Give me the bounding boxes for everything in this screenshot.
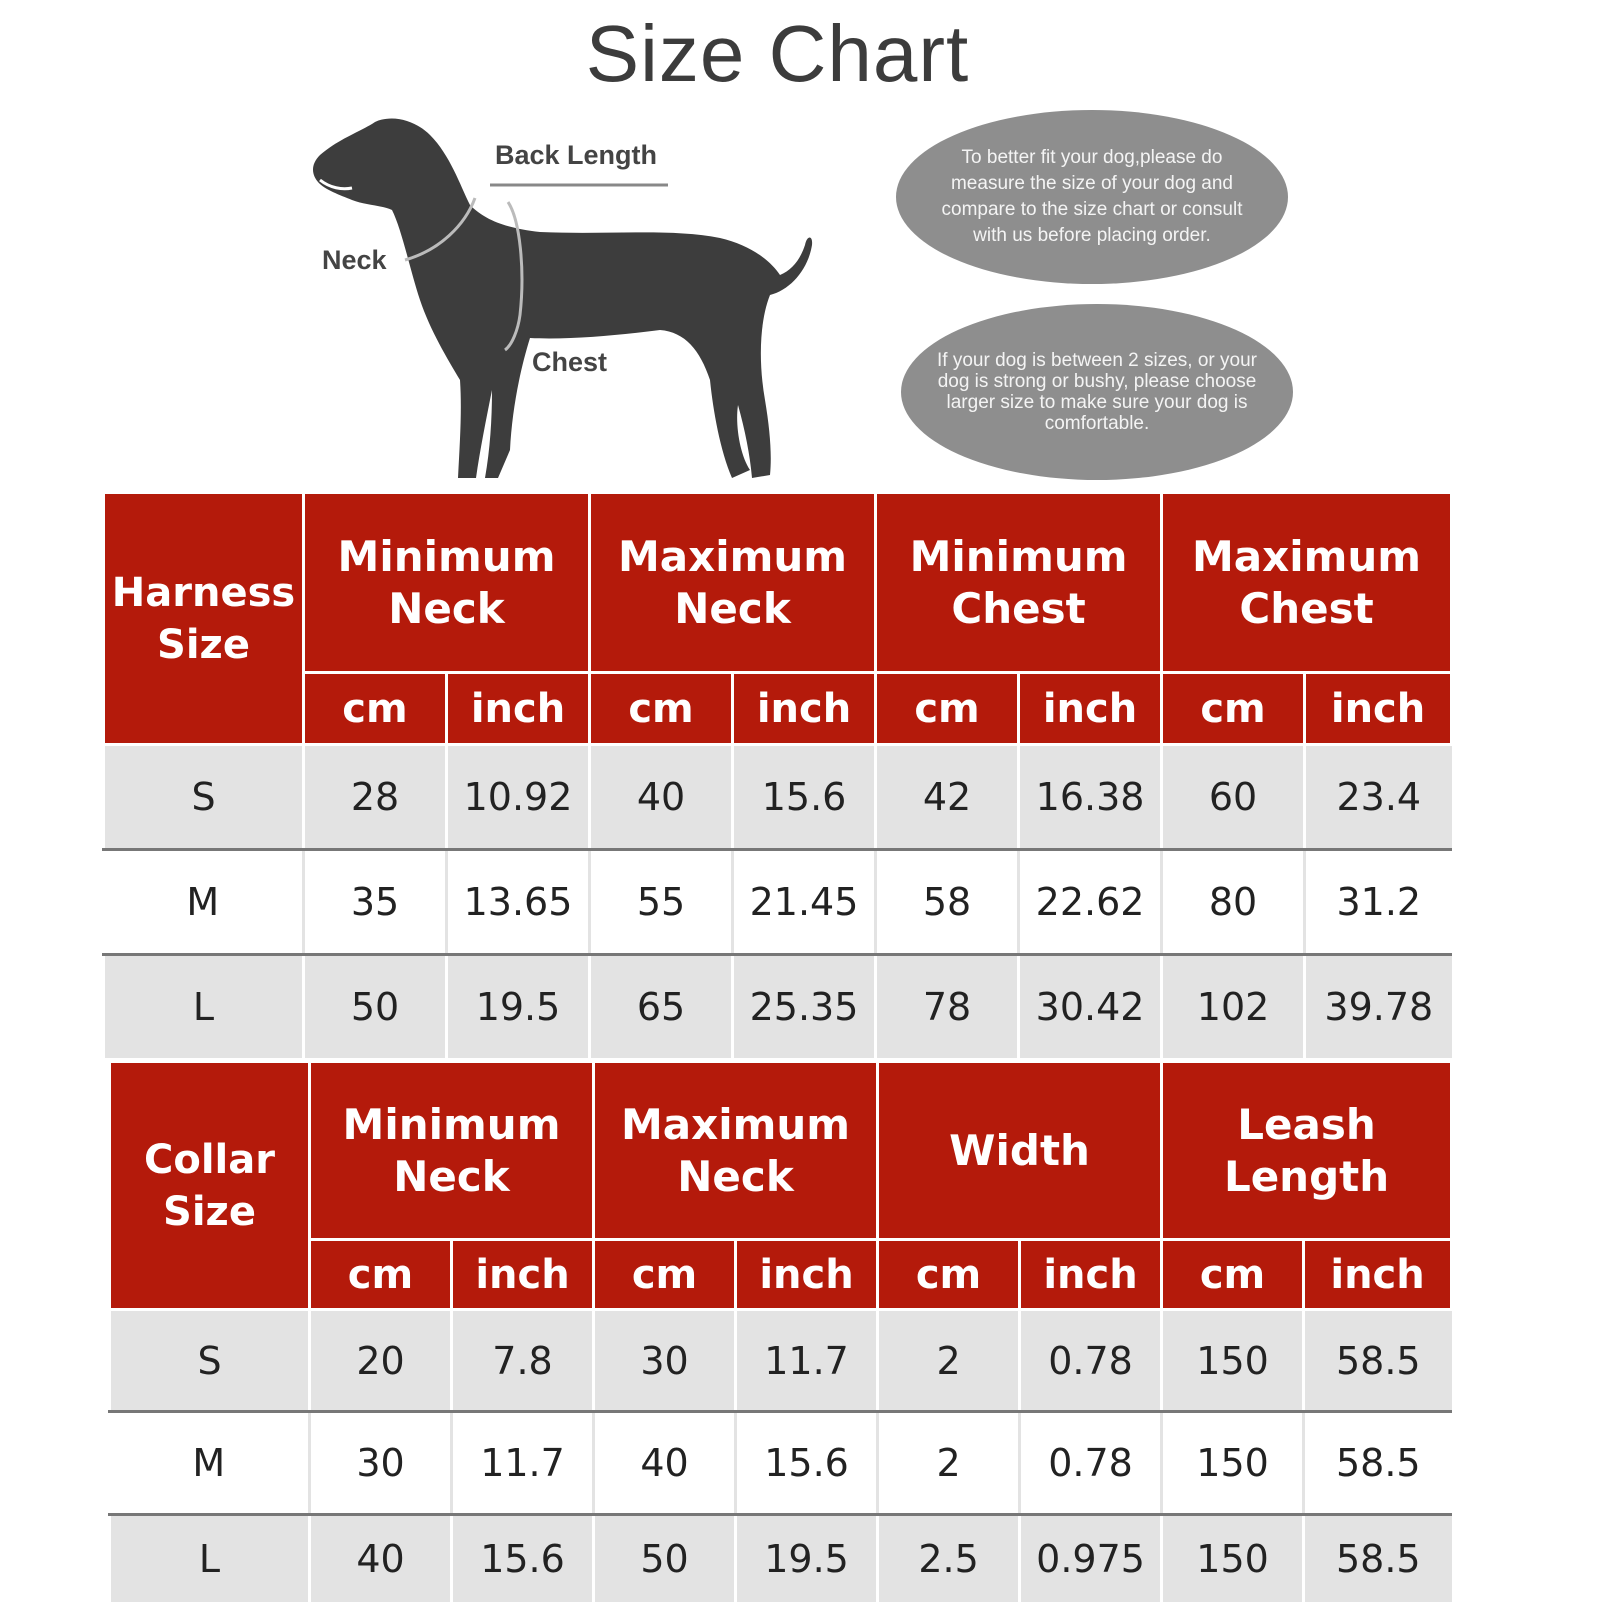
- size-tip-bubble: If your dog is between 2 sizes, or your …: [901, 304, 1293, 480]
- table-row: M 30 11.7 40 15.6 2 0.78 150 58.5: [109, 1411, 1452, 1516]
- value-cell: 58: [874, 849, 1019, 956]
- unit-header: inch: [1017, 671, 1164, 746]
- harness-size-table: Harness Size Minimum Neck Maximum Neck M…: [102, 491, 1454, 1058]
- harness-size-header: Harness Size: [102, 491, 305, 746]
- group-header: Maximum Neck: [588, 491, 878, 674]
- value-cell: 28: [302, 744, 447, 851]
- value-cell: 50: [302, 954, 447, 1058]
- fit-tip-bubble: To better fit your dog,please do measure…: [896, 110, 1288, 284]
- value-cell: 16.38: [1017, 744, 1162, 851]
- value-cell: 22.62: [1017, 849, 1162, 956]
- page-title: Size Chart: [585, 9, 970, 98]
- size-cell: L: [108, 1514, 310, 1602]
- table-row: S 20 7.8 30 11.7 2 0.78 150 58.5: [108, 1309, 1452, 1413]
- group-header: Maximum Neck: [592, 1060, 880, 1241]
- unit-header: inch: [1018, 1238, 1164, 1311]
- size-cell: S: [108, 1309, 310, 1413]
- value-cell: 15.6: [734, 1411, 878, 1516]
- unit-header: inch: [1303, 671, 1454, 746]
- collar-size-table: Collar Size Minimum Neck Maximum Neck Wi…: [108, 1060, 1454, 1602]
- value-cell: 30: [592, 1309, 736, 1413]
- value-cell: 21.45: [731, 849, 876, 956]
- size-cell: M: [103, 849, 304, 956]
- unit-header: cm: [874, 671, 1021, 746]
- value-cell: 15.6: [731, 744, 876, 851]
- size-cell: M: [109, 1411, 310, 1516]
- unit-header: inch: [731, 671, 878, 746]
- value-cell: 150: [1160, 1514, 1304, 1602]
- value-cell: 35: [302, 849, 447, 956]
- group-header: Minimum Neck: [301, 491, 592, 674]
- group-header: Minimum Neck: [307, 1060, 596, 1241]
- value-cell: 40: [588, 744, 733, 851]
- value-cell: 19.5: [444, 954, 590, 1058]
- value-cell: 0.78: [1018, 1411, 1162, 1516]
- value-cell: 30.42: [1017, 954, 1162, 1058]
- value-cell: 42: [874, 744, 1019, 851]
- neck-label: Neck: [322, 245, 387, 275]
- value-cell: 19.5: [734, 1514, 878, 1602]
- table-row: L 50 19.5 65 25.35 78 30.42 102 39.78: [102, 954, 1452, 1058]
- value-cell: 150: [1160, 1309, 1304, 1413]
- unit-header: cm: [588, 671, 735, 746]
- collar-size-header: Collar Size: [108, 1060, 311, 1311]
- unit-header: inch: [444, 671, 592, 746]
- group-header: Maximum Chest: [1160, 491, 1454, 674]
- value-cell: 40: [308, 1514, 452, 1602]
- value-cell: 40: [592, 1411, 736, 1516]
- value-cell: 58.5: [1302, 1309, 1452, 1413]
- value-cell: 7.8: [449, 1309, 594, 1413]
- value-cell: 0.975: [1018, 1514, 1162, 1602]
- unit-header: cm: [308, 1238, 453, 1311]
- value-cell: 25.35: [731, 954, 876, 1058]
- value-cell: 80: [1160, 849, 1305, 956]
- value-cell: 31.2: [1303, 849, 1452, 956]
- size-cell: S: [102, 744, 304, 851]
- group-header: Width: [876, 1060, 1164, 1241]
- value-cell: 0.78: [1018, 1309, 1162, 1413]
- unit-header: inch: [734, 1238, 880, 1311]
- value-cell: 2: [876, 1411, 1020, 1516]
- unit-header: inch: [449, 1238, 596, 1311]
- group-header: Minimum Chest: [874, 491, 1164, 674]
- value-cell: 58.5: [1302, 1514, 1452, 1602]
- size-tip-text: If your dog is between 2 sizes, or your …: [937, 350, 1257, 434]
- value-cell: 55: [588, 849, 733, 956]
- value-cell: 20: [308, 1309, 452, 1413]
- value-cell: 15.6: [449, 1514, 594, 1602]
- back-length-label: Back Length: [495, 140, 658, 170]
- fit-tip-text: To better fit your dog,please do measure…: [941, 147, 1243, 246]
- unit-header: cm: [302, 671, 448, 746]
- unit-header: cm: [1160, 671, 1307, 746]
- value-cell: 11.7: [734, 1309, 878, 1413]
- unit-header: cm: [1160, 1238, 1306, 1311]
- value-cell: 58.5: [1302, 1411, 1452, 1516]
- value-cell: 13.65: [444, 849, 590, 956]
- chest-label: Chest: [532, 347, 608, 377]
- unit-header: cm: [876, 1238, 1022, 1311]
- value-cell: 11.7: [449, 1411, 594, 1516]
- table-row: S 28 10.92 40 15.6 42 16.38 60 23.4: [102, 744, 1452, 851]
- value-cell: 2: [876, 1309, 1020, 1413]
- group-header: Leash Length: [1160, 1060, 1454, 1241]
- value-cell: 23.4: [1303, 744, 1452, 851]
- value-cell: 65: [588, 954, 733, 1058]
- size-cell: L: [102, 954, 304, 1058]
- table-row: M 35 13.65 55 21.45 58 22.62 80 31.2: [103, 849, 1452, 956]
- value-cell: 10.92: [444, 744, 590, 851]
- value-cell: 78: [874, 954, 1019, 1058]
- value-cell: 150: [1160, 1411, 1304, 1516]
- value-cell: 2.5: [876, 1514, 1020, 1602]
- dog-silhouette-icon: [313, 118, 813, 478]
- value-cell: 30: [308, 1411, 452, 1516]
- value-cell: 50: [592, 1514, 736, 1602]
- value-cell: 39.78: [1303, 954, 1452, 1058]
- value-cell: 60: [1160, 744, 1305, 851]
- table-row: L 40 15.6 50 19.5 2.5 0.975 150 58.5: [108, 1514, 1452, 1602]
- unit-header: cm: [592, 1238, 738, 1311]
- unit-header: inch: [1302, 1238, 1454, 1311]
- value-cell: 102: [1160, 954, 1305, 1058]
- dog-diagram: Back Length Neck Chest: [280, 110, 840, 490]
